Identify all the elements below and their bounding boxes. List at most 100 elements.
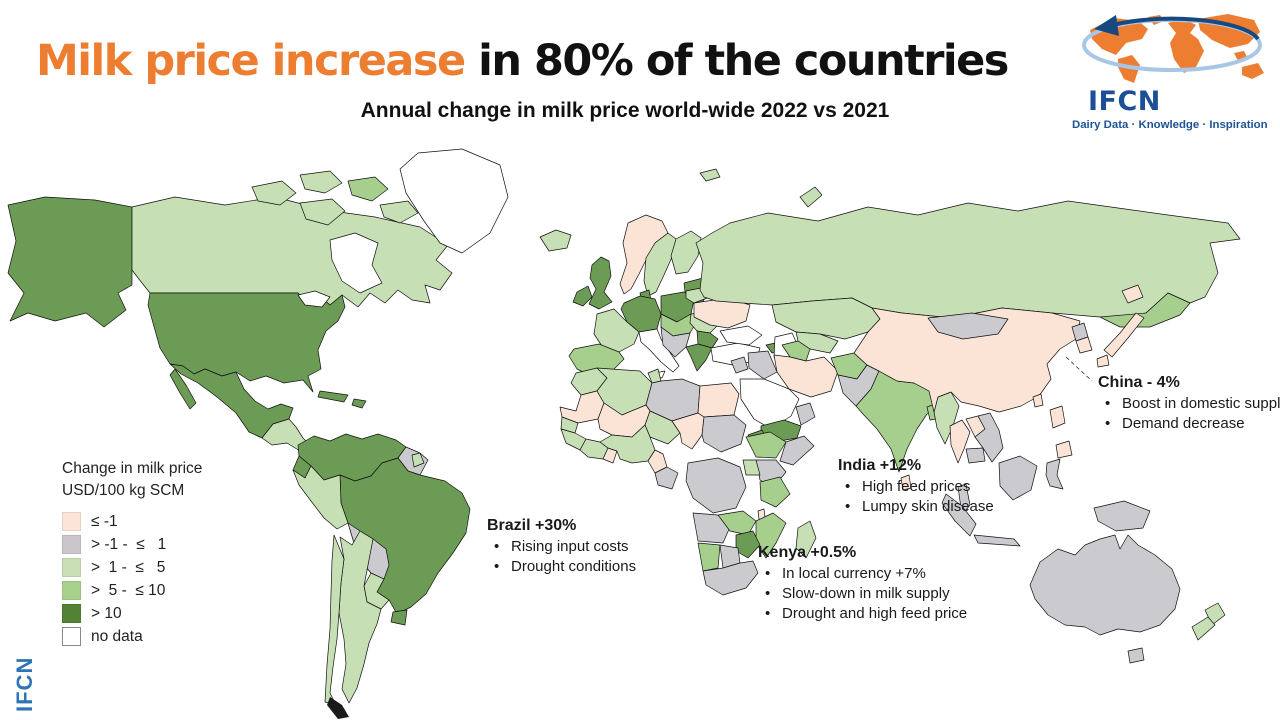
callout-bullet: Drought and high feed price [758,604,967,624]
country-new-guinea [1093,500,1151,532]
country-mexico [169,363,294,439]
country-arctic-island [347,176,389,202]
callout-china-heading: China - 4% [1098,374,1180,391]
ifcn-globe-icon [1082,14,1264,83]
callout-bullet: Drought conditions [487,557,636,577]
callout-bullet: In local currency +7% [758,564,967,584]
country-taiwan [1032,393,1044,408]
country-tasmania [1127,647,1145,664]
country-levant [730,356,749,374]
country-iraq [747,350,778,380]
country-turkmenistan [781,340,811,362]
legend-swatch-no-data [62,627,81,647]
country-mauritania [559,390,605,424]
callout-kenya: Kenya +0.5% In local currency +7% Slow-d… [758,543,967,624]
great-lakes [297,290,331,308]
callout-india: India +12% High feed prices Lumpy skin d… [838,456,994,517]
legend-title: Change in milk price USD/100 kg SCM [62,460,203,499]
country-arctic-island [299,198,346,226]
country-suriname [411,452,425,468]
country-java [973,534,1021,547]
country-saudi-arabia [739,378,800,430]
country-somalia [779,435,815,466]
country-nigeria [599,424,656,464]
ifcn-logo: IFCN Dairy Data · Knowledge · Inspiratio… [1072,10,1274,131]
country-drc [685,457,747,514]
country-egypt [697,382,740,418]
legend-swatch [62,581,81,601]
country-iceland [539,229,572,252]
country-arctic-island [379,200,419,224]
country-philippines-mindanao [1055,440,1073,459]
legend-item: ≤ -1 [62,510,202,533]
legend-swatch [62,558,81,578]
callout-brazil: Brazil +30% Rising input costs Drought c… [487,516,636,577]
legend-item: no data [62,625,202,648]
country-tanzania [759,476,791,508]
black-sea [719,325,763,346]
country-svalbard [699,168,721,182]
country-thailand [949,419,971,464]
country-bulgaria [696,330,719,349]
legend-swatch [62,535,81,555]
country-greece [685,343,713,372]
ifcn-logo-name: IFCN [1088,86,1161,117]
country-kazakhstan [771,297,881,340]
country-alaska [7,196,133,328]
country-cameroon [647,449,668,474]
ifcn-logo-tagline: Dairy Data · Knowledge · Inspiration [1072,119,1268,131]
country-south-korea [1075,336,1093,354]
country-japan-hokkaido [1121,284,1144,304]
callout-bullet: Lumpy skin disease [838,497,994,517]
country-zambia [717,510,757,536]
country-oman [795,402,816,426]
country-cambodia [965,447,986,464]
map-legend: Change in milk price USD/100 kg SCM ≤ -1… [62,458,202,648]
country-finland [670,230,702,275]
country-vietnam [974,412,1004,463]
callout-bullet: Boost in domestic supply [1098,394,1280,414]
china-leader-line [1065,356,1093,382]
country-west-congo [654,466,679,490]
country-new-zealand-south [1191,616,1216,641]
legend-item: > -1 - ≤ 1 [62,533,202,556]
country-japan-honshu [1103,312,1145,358]
callout-bullet: Slow-down in milk supply [758,584,967,604]
country-uk [588,256,613,310]
world-choropleth-map [7,148,1241,719]
callout-brazil-heading: Brazil +30% [487,517,577,534]
country-mongolia [927,312,1009,340]
country-france [593,308,640,353]
country-uganda [742,459,761,476]
callout-bullet: High feed prices [838,477,994,497]
legend-item: > 1 - ≤ 5 [62,556,202,579]
country-sudan [701,414,747,453]
chile-fjords [327,697,349,719]
country-ireland [572,285,593,307]
page-title: Milk price increase in 80% of the countr… [36,36,1009,86]
country-sulawesi [1045,458,1064,490]
country-ethiopia [745,431,787,459]
callout-bullet: Rising input costs [487,537,636,557]
country-novaya-zemlya [799,186,823,208]
legend-swatch [62,604,81,624]
country-italy [638,328,680,373]
country-arctic-island [299,170,343,194]
country-baja [169,368,197,410]
country-greenland [399,148,509,254]
callout-india-heading: India +12% [838,457,922,474]
callout-bullet: Demand decrease [1098,414,1280,434]
callout-china: China - 4% Boost in domestic supply Dema… [1098,373,1280,434]
country-sweden [643,232,677,297]
page-subtitle: Annual change in milk price world-wide 2… [360,99,890,122]
country-myanmar [933,391,960,445]
legend-item: > 5 - ≤ 10 [62,579,202,602]
legend-swatch [62,512,81,532]
ifcn-watermark: IFCN [12,656,37,712]
country-hispaniola [351,398,367,409]
hudson-bay [329,232,383,294]
country-borneo [998,455,1038,501]
country-iran [773,354,839,398]
country-philippines-luzon [1049,405,1066,429]
